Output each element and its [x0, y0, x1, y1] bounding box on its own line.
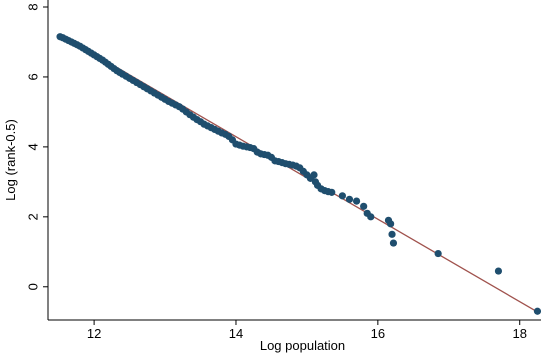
y-tick-label: 6: [26, 73, 41, 80]
data-point: [328, 188, 336, 196]
y-tick-label: 8: [26, 3, 41, 10]
data-point: [387, 220, 395, 228]
x-axis-ticks: 12 14 16 18: [87, 320, 527, 341]
x-tick-label: 16: [371, 326, 385, 341]
data-points: [56, 33, 541, 315]
data-point: [367, 213, 375, 221]
data-point: [338, 192, 346, 200]
y-tick-label: 2: [26, 213, 41, 220]
x-tick-label: 12: [87, 326, 101, 341]
y-tick-label: 4: [26, 143, 41, 150]
y-tick-label: 0: [26, 283, 41, 290]
data-point: [360, 202, 368, 210]
data-point: [389, 239, 398, 247]
x-axis-title: Log population: [260, 338, 345, 353]
data-point: [388, 230, 396, 238]
x-tick-label: 14: [229, 326, 243, 341]
data-point: [434, 249, 442, 258]
data-point: [533, 307, 541, 315]
y-axis-ticks: 0 2 4 6 8: [26, 3, 48, 290]
data-point: [352, 197, 361, 205]
data-point: [494, 267, 503, 275]
data-point: [345, 195, 354, 203]
x-tick-label: 18: [512, 326, 526, 341]
data-point: [310, 171, 318, 179]
y-axis-title: Log (rank-0.5): [3, 119, 18, 201]
